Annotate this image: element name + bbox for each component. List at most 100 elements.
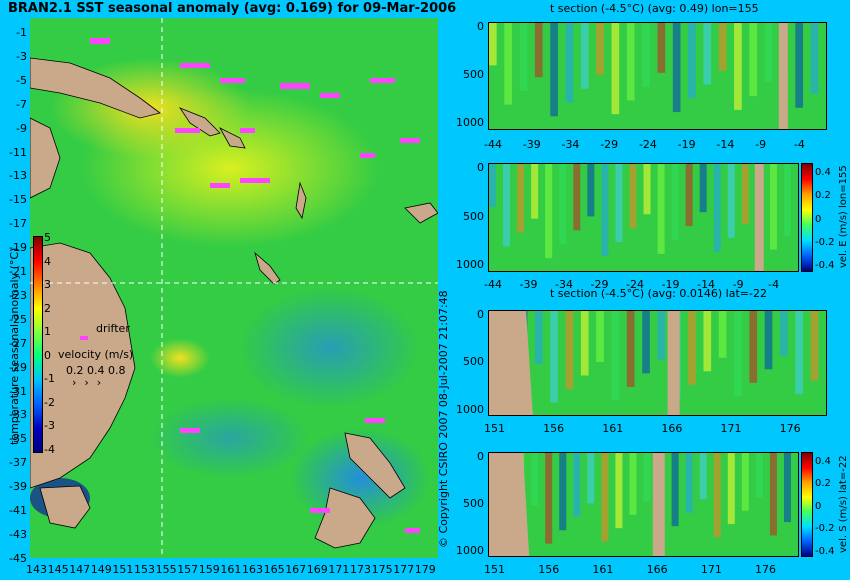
lat-tick-label: -35 — [9, 432, 27, 446]
lon-tick-label: 145 — [47, 563, 69, 576]
section-stripe — [550, 23, 558, 117]
lon-tick-label: 165 — [263, 563, 285, 576]
section-plot — [488, 163, 799, 272]
lat-tick-label: -17 — [9, 217, 27, 231]
section-stripe — [545, 453, 553, 544]
section-stripe — [703, 311, 712, 372]
section-stripe — [503, 164, 511, 247]
section-stripe — [580, 311, 589, 376]
section-stripe — [783, 453, 791, 523]
legend-drifter-swatch — [80, 336, 88, 340]
section-x-tick: -44 — [484, 278, 502, 291]
section-x-tick: -9 — [732, 278, 744, 291]
section-y-tick: 500 — [463, 355, 484, 369]
section-x-tick: -4 — [768, 278, 780, 291]
section-x-tick: -44 — [484, 138, 502, 151]
section-stripe — [534, 311, 543, 365]
lat-tick-label: -37 — [9, 456, 27, 470]
section-y-tick: 500 — [463, 68, 484, 82]
lon-tick-label: 155 — [155, 563, 177, 576]
section-y-tick: 1000 — [456, 116, 484, 130]
section-stripe — [688, 311, 696, 385]
section-y-tick: 1000 — [456, 543, 484, 557]
section-stripe — [615, 164, 623, 243]
section-x-tick: 156 — [538, 563, 560, 576]
velocity-colorbar-tick: -0.4 — [815, 260, 835, 272]
section-stripe — [769, 164, 777, 250]
section-stripe — [671, 453, 679, 527]
section-stripe — [672, 23, 681, 113]
legend-velocity-arrows: ››› — [72, 376, 110, 389]
sst-colorbar-tick: 5 — [44, 231, 51, 244]
section-stripe — [531, 453, 539, 506]
section-stripe — [580, 23, 589, 89]
sst-anomaly-map — [30, 18, 438, 558]
section-stripe — [573, 164, 581, 231]
section-stripe — [615, 453, 623, 529]
section-x-tick: -9 — [755, 138, 767, 151]
lat-tick-label: -31 — [9, 384, 27, 398]
section-stripe — [699, 164, 707, 213]
lat-tick-label: -13 — [9, 169, 27, 183]
section-x-tick: 166 — [646, 563, 668, 576]
section-x-tick: 166 — [661, 422, 683, 435]
lon-tick-label: 147 — [69, 563, 91, 576]
section-stripe — [519, 23, 528, 91]
section-stripe — [626, 23, 635, 101]
section-stripe — [741, 164, 749, 224]
section-stripe — [727, 453, 735, 525]
section-x-tick: 161 — [602, 422, 624, 435]
section-x-tick: -19 — [661, 278, 680, 291]
section-stripe — [565, 23, 574, 103]
velocity-colorbar-tick: 0.4 — [815, 456, 831, 467]
section-land-column — [778, 23, 788, 129]
section-stripe — [565, 311, 574, 389]
sst-colorbar-tick: -2 — [44, 395, 55, 409]
lon-tick-label: 179 — [414, 563, 436, 576]
section-stripe — [559, 453, 567, 531]
lat-tick-label: -5 — [16, 73, 27, 87]
lon-tick-label: 177 — [393, 563, 415, 576]
section-stripe — [713, 164, 721, 252]
lon-tick-label: 167 — [285, 563, 307, 576]
section-plot — [488, 310, 827, 416]
velocity-colorbar-tick: -0.2 — [815, 236, 835, 248]
section-stripe — [713, 453, 721, 538]
section-stripe — [764, 311, 773, 370]
lon-tick-label: 157 — [177, 563, 199, 576]
section-stripe — [688, 23, 696, 99]
lat-tick-label: -9 — [16, 121, 27, 135]
section-stripe — [531, 164, 539, 219]
section-stripe — [671, 164, 679, 240]
section-y-tick: 0 — [477, 161, 484, 174]
velocity-side-label: vel. S (m/s) lat=-22 — [838, 455, 849, 553]
section-stripe — [734, 311, 742, 397]
velocity-colorbar-tick: 0 — [815, 213, 822, 225]
lat-tick-label: -21 — [9, 265, 27, 278]
section-stripe — [601, 453, 609, 542]
velocity-colorbar-tick: 0.4 — [815, 167, 831, 178]
section-x-tick: 161 — [592, 563, 614, 576]
lat-tick-label: -27 — [9, 336, 27, 350]
lat-tick-label: -19 — [9, 241, 27, 255]
lon-tick-label: 151 — [112, 563, 134, 576]
lon-tick-label: 173 — [350, 563, 371, 576]
section-stripe — [587, 164, 595, 217]
section-stripe — [741, 453, 749, 511]
section-stripe — [657, 23, 666, 73]
section-stripe — [601, 164, 609, 257]
section-x-tick: 156 — [543, 422, 565, 435]
section-stripe — [718, 311, 727, 358]
section-stripe — [657, 164, 665, 254]
section-stripe — [795, 311, 804, 395]
section-stripe — [596, 23, 604, 75]
lat-tick-label: -3 — [16, 49, 27, 63]
section-stripe — [643, 164, 651, 215]
section-x-tick: 171 — [700, 563, 722, 576]
section-y-tick: 500 — [463, 496, 484, 510]
lat-tick-label: -41 — [9, 504, 27, 517]
section-title: t section (-4.5°C) (avg: 0.0146) lat=-22 — [550, 287, 767, 300]
section-stripe — [780, 311, 788, 356]
lat-tick-label: -39 — [9, 480, 27, 494]
lat-tick-label: -25 — [9, 312, 27, 326]
